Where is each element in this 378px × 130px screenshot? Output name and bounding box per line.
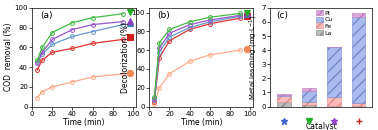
Y-axis label: Decolorization (%): Decolorization (%) [121, 22, 130, 93]
Y-axis label: COD  removal (%): COD removal (%) [4, 23, 13, 91]
X-axis label: Time (min): Time (min) [64, 118, 105, 127]
Text: (c): (c) [276, 11, 288, 20]
Bar [302, 102, 316, 105]
Y-axis label: Metal leaching (mg$\cdot$L$^{-1}$): Metal leaching (mg$\cdot$L$^{-1}$) [248, 15, 260, 100]
Bar [277, 94, 291, 95]
Bar [277, 96, 291, 102]
Bar [352, 13, 366, 17]
Bar [277, 95, 291, 96]
Legend: Pt, Cu, Fe, La: Pt, Cu, Fe, La [316, 10, 333, 36]
Bar [302, 88, 316, 91]
Bar [352, 103, 366, 106]
X-axis label: Time (min): Time (min) [181, 118, 222, 127]
Bar [352, 106, 366, 107]
Bar [327, 97, 341, 106]
Bar [327, 47, 341, 97]
Text: (b): (b) [158, 11, 170, 20]
Bar [302, 105, 316, 107]
Bar [302, 91, 316, 102]
Bar [327, 106, 341, 107]
Bar [352, 17, 366, 103]
Bar [277, 102, 291, 107]
X-axis label: Catalyst: Catalyst [305, 122, 337, 130]
Text: (a): (a) [40, 11, 53, 20]
